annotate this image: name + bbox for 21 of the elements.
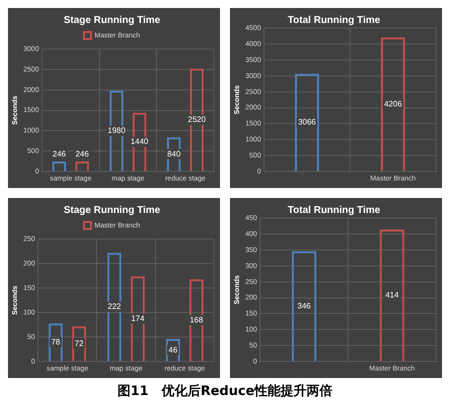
chart-title: Total Running Time <box>288 14 381 26</box>
data-label: 168 <box>190 315 204 324</box>
data-label: 46 <box>168 345 178 354</box>
data-label: 1440 <box>130 137 149 146</box>
data-label: 3066 <box>298 118 316 127</box>
data-label: 2520 <box>188 115 206 124</box>
data-label: 4206 <box>384 99 402 108</box>
data-label: 174 <box>131 314 145 323</box>
data-label: 246 <box>52 150 66 159</box>
data-label: 78 <box>51 337 61 346</box>
data-label: 346 <box>297 301 312 310</box>
data-label: 840 <box>167 149 182 158</box>
data-label: 246 <box>75 150 90 159</box>
data-label: 72 <box>74 338 84 348</box>
data-label: 414 <box>385 290 400 300</box>
chart-title: Stage Running Time <box>64 204 161 216</box>
data-label: 1980 <box>108 126 126 136</box>
caption: 图11 优化后Reduce性能提升两倍 <box>116 382 334 400</box>
chart-title: Total Running Time <box>288 204 381 216</box>
chart-title: Stage Running Time <box>64 14 161 26</box>
data-label: 222 <box>108 302 122 312</box>
